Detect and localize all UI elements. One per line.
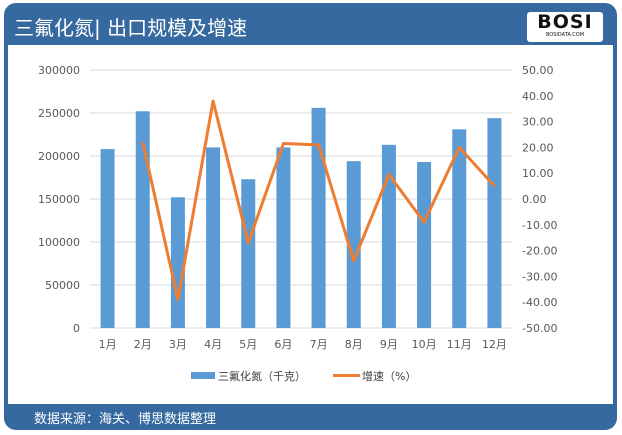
legend-line-label: 增速（%） [362,369,416,383]
right-tick-label: 10.00 [522,167,554,180]
bar [417,162,432,328]
growth-point [177,299,179,301]
bar [100,149,115,328]
growth-point [353,260,355,262]
bar [452,129,467,328]
right-tick-label: 30.00 [522,116,554,129]
right-tick-label: 0.00 [522,193,547,206]
growth-point [493,185,495,187]
growth-point [318,144,320,146]
growth-point [142,141,144,143]
right-tick-label: -10.00 [522,219,557,232]
right-tick-label: 40.00 [522,90,554,103]
right-tick-label: 20.00 [522,141,554,154]
data-source: 数据来源：海关、博思数据整理 [34,412,217,427]
growth-point [458,146,460,148]
x-tick-label: 2月 [134,338,152,351]
left-tick-label: 0 [73,322,80,335]
left-tick-label: 50000 [45,279,80,292]
growth-point [247,242,249,244]
legend-bar-swatch [191,372,215,379]
growth-point [212,100,214,102]
chart-title: 三氟化氮| 出口规模及增速 [14,16,248,40]
growth-point [423,221,425,223]
left-tick-label: 150000 [38,193,80,206]
bar [346,161,361,328]
right-tick-label: -20.00 [522,245,557,258]
right-tick-label: 50.00 [522,64,554,77]
growth-point [388,173,390,175]
x-tick-label: 9月 [380,338,398,351]
x-tick-label: 7月 [310,338,328,351]
left-tick-label: 200000 [38,150,80,163]
bar [381,144,396,328]
bar [487,118,502,328]
bosi-logo: BOSI BOSIDATA.COM [527,12,603,42]
bar [311,107,326,328]
x-tick-label: 12月 [482,338,507,351]
right-tick-label: -30.00 [522,270,557,283]
bar [135,111,150,328]
x-tick-label: 6月 [274,338,292,351]
bar [241,179,256,328]
left-tick-label: 300000 [38,64,80,77]
legend-bar-label: 三氟化氮（千克） [218,369,306,383]
x-tick-label: 8月 [345,338,363,351]
x-tick-label: 4月 [204,338,222,351]
left-tick-label: 100000 [38,236,80,249]
growth-point [282,143,284,145]
right-tick-label: -50.00 [522,322,557,335]
x-tick-label: 3月 [169,338,187,351]
x-tick-label: 5月 [239,338,257,351]
left-tick-label: 250000 [38,107,80,120]
bar [206,147,221,328]
bar [276,147,291,328]
bar [170,197,185,328]
x-tick-label: 11月 [447,338,472,351]
x-tick-label: 1月 [99,338,117,351]
right-tick-label: -40.00 [522,296,557,309]
x-tick-label: 10月 [412,338,437,351]
